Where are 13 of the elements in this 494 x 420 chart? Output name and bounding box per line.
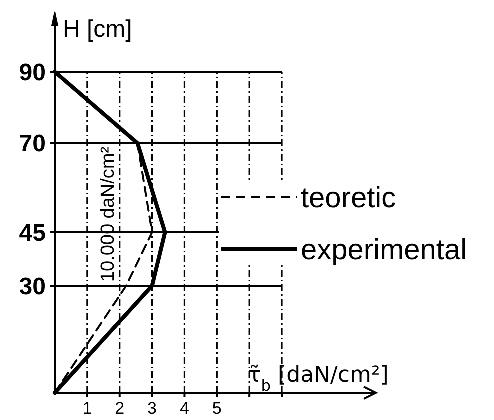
- x-tick-label: 4: [180, 399, 190, 418]
- x-tick-label: 1: [82, 399, 92, 418]
- x-tick-label: 5: [212, 399, 222, 418]
- x-tick-label: 3: [148, 399, 158, 418]
- y-axis-title: H [cm]: [63, 16, 132, 43]
- legend-label: teoretic: [301, 182, 396, 215]
- y-tick-label: 90: [19, 59, 46, 86]
- y-tick-label: 30: [19, 273, 46, 300]
- y-tick-label: 70: [19, 130, 46, 158]
- x-tick-label: 2: [115, 399, 125, 418]
- y-tick-label: 45: [19, 220, 46, 247]
- x-axis-title: τ̃$_{b}$ [daN/cm²]: [248, 363, 389, 395]
- legend-label: experimental: [301, 234, 468, 267]
